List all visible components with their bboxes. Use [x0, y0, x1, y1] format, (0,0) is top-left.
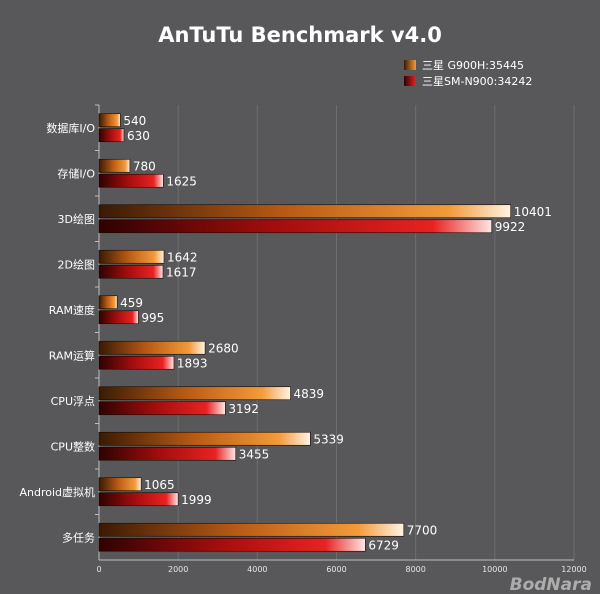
data-label: 995 [141, 311, 164, 325]
category-label: Android虚拟机 [19, 485, 95, 499]
category-label: CPU整数 [51, 439, 95, 453]
chart-title: AnTuTu Benchmark v4.0 [158, 23, 442, 47]
bar [98, 537, 366, 552]
data-label: 540 [123, 114, 146, 128]
data-label: 1642 [167, 250, 198, 264]
data-label: 9922 [495, 220, 526, 234]
bar [98, 310, 139, 325]
legend: 三星 G900H:35445 三星SM-N900:34242 [404, 59, 532, 88]
data-label: 630 [127, 129, 150, 143]
data-label: 3455 [239, 447, 270, 461]
bar [98, 204, 512, 219]
category-label: 存储I/O [57, 166, 95, 180]
data-label: 7700 [407, 523, 438, 537]
data-label: 459 [120, 296, 143, 310]
data-label: 1625 [166, 174, 197, 188]
legend-swatch-n900 [404, 76, 416, 86]
bar [98, 264, 164, 279]
bar [98, 431, 311, 446]
bar [98, 446, 237, 461]
data-label: 5339 [313, 432, 344, 446]
bar [98, 173, 164, 188]
x-tick-label: 10000 [482, 565, 507, 574]
bar [98, 113, 121, 128]
category-label: 多任务 [62, 530, 95, 544]
data-label: 6729 [368, 538, 399, 552]
category-label: CPU浮点 [51, 395, 95, 408]
bar [98, 355, 175, 370]
x-tick-label: 8000 [405, 565, 425, 574]
bar [98, 522, 405, 537]
data-label: 4839 [294, 387, 325, 401]
category-label: RAM速度 [49, 303, 95, 317]
bar [98, 340, 206, 355]
bar [98, 158, 131, 173]
data-label: 1999 [181, 493, 212, 507]
data-label: 1617 [166, 265, 197, 279]
bar [98, 249, 165, 264]
x-tick-label: 0 [96, 565, 101, 574]
category-label: 3D绘图 [58, 212, 95, 226]
data-label: 3192 [228, 402, 259, 416]
data-label: 780 [133, 159, 156, 173]
x-tick-label: 2000 [168, 565, 188, 574]
bar [98, 477, 142, 492]
legend-label-g900h: 三星 G900H:35445 [422, 59, 524, 72]
x-tick-label: 4000 [247, 565, 267, 574]
bar [98, 492, 179, 507]
data-label: 1065 [144, 478, 175, 492]
x-tick-label: 6000 [326, 565, 346, 574]
watermark: BodNara [510, 575, 592, 594]
bar [98, 401, 226, 416]
category-label: RAM运算 [49, 348, 95, 362]
category-label: 数据库I/O [46, 121, 95, 135]
legend-swatch-g900h [404, 60, 416, 70]
bar [98, 219, 493, 234]
bar [98, 295, 118, 310]
x-tick-label: 12000 [561, 565, 586, 574]
data-label: 10401 [514, 205, 552, 219]
bar [98, 128, 125, 143]
data-label: 1893 [177, 356, 208, 370]
bar [98, 386, 291, 401]
category-label: 2D绘图 [58, 257, 95, 271]
legend-label-n900: 三星SM-N900:34242 [422, 75, 532, 88]
data-label: 2680 [208, 341, 239, 355]
